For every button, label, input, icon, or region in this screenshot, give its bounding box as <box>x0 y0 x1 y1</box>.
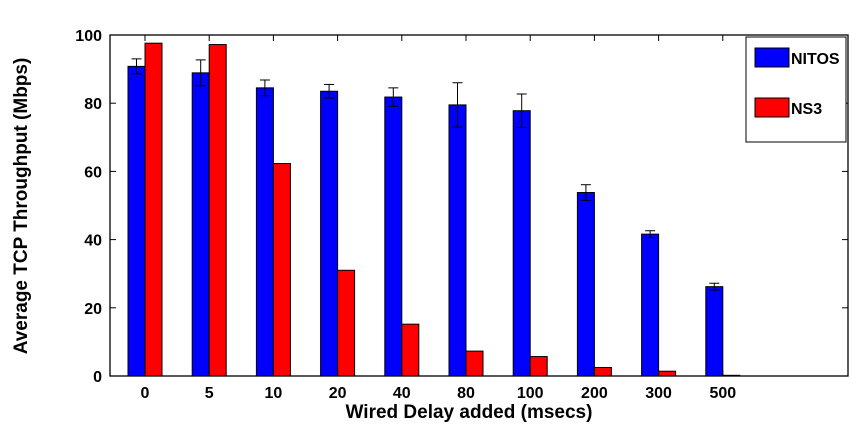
bar-nitos <box>320 90 339 377</box>
bars <box>127 42 741 377</box>
y-tick-label: 40 <box>84 233 102 250</box>
bar-nitos <box>255 87 274 377</box>
bar-nitos <box>705 286 724 377</box>
y-tick-label: 100 <box>75 28 102 45</box>
bar-nitos <box>191 72 210 377</box>
bar-nitos <box>127 65 146 377</box>
legend-label: NS3 <box>791 101 822 118</box>
x-tick-label: 10 <box>265 385 283 402</box>
bar-ns3 <box>658 370 677 377</box>
y-tick-label: 0 <box>93 369 102 386</box>
bar-nitos <box>576 192 595 377</box>
x-tick-label: 20 <box>329 385 347 402</box>
bar-ns3 <box>208 44 227 377</box>
y-tick-label: 80 <box>84 96 102 113</box>
x-axis-label: Wired Delay added (msecs) <box>346 402 593 423</box>
bar-ns3 <box>144 42 163 377</box>
bar-nitos <box>641 233 660 377</box>
bar-ns3 <box>272 163 291 377</box>
y-tick-label: 60 <box>84 164 102 181</box>
y-tick-label: 20 <box>84 301 102 318</box>
x-tick-label: 300 <box>645 385 672 402</box>
x-tick-label: 200 <box>581 385 608 402</box>
bar-ns3 <box>337 269 356 377</box>
legend-label: NITOS <box>791 51 840 68</box>
bar-nitos <box>512 110 531 377</box>
bar-ns3 <box>529 356 548 377</box>
legend: NITOS NS3 <box>745 36 847 143</box>
ticks: 0 20 40 60 80 100 0 5 10 20 40 80 100 200 300 500 <box>75 28 848 402</box>
x-tick-label: 80 <box>457 385 475 402</box>
bar-ns3 <box>722 374 741 377</box>
bar-nitos <box>448 104 467 377</box>
legend-swatch <box>754 97 790 118</box>
bar-nitos <box>384 96 403 377</box>
x-tick-label: 100 <box>517 385 544 402</box>
x-tick-label: 40 <box>393 385 411 402</box>
x-tick-label: 500 <box>709 385 736 402</box>
legend-swatch <box>754 47 790 68</box>
x-tick-label: 0 <box>141 385 150 402</box>
bar-ns3 <box>593 366 612 377</box>
y-axis-label: Average TCP Throughput (Mbps) <box>11 58 32 355</box>
bar-ns3 <box>401 323 420 377</box>
bar-ns3 <box>465 350 484 377</box>
x-tick-label: 5 <box>205 385 214 402</box>
